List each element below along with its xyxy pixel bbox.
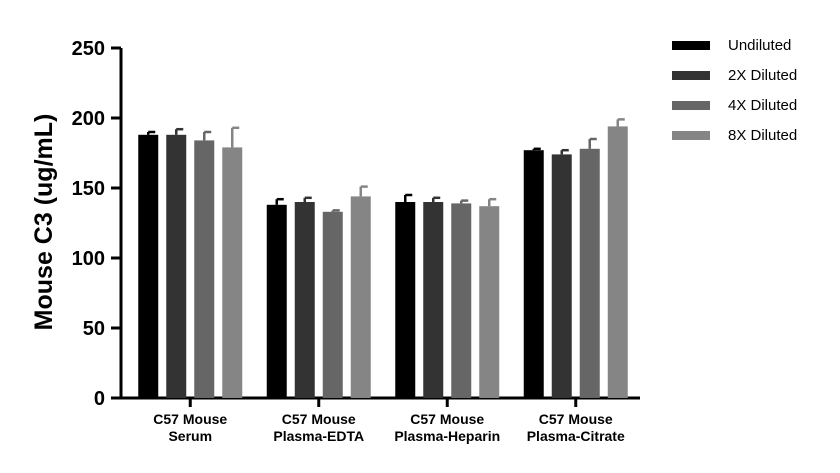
legend-label: 4X Diluted [728,97,797,114]
legend-swatch [672,131,710,140]
bar [551,154,572,398]
bar [607,126,628,399]
y-tick-label: 50 [83,318,105,340]
bar [194,140,215,398]
y-tick-label: 250 [72,38,105,60]
bar [395,202,416,398]
bar [423,202,444,398]
legend-label: 2X Diluted [728,67,797,84]
x-tick-label: C57 Mouse Plasma-Heparin [394,411,500,444]
bar [166,134,187,399]
chart-bars [138,118,628,399]
bar [523,150,544,398]
bar [294,202,315,398]
y-tick-label: 200 [72,108,105,130]
x-tick-label: C57 Mouse Plasma-EDTA [273,411,364,444]
x-tick-label: C57 Mouse Plasma-Citrate [527,411,625,444]
legend-swatch [672,41,710,50]
legend-swatch [672,101,710,110]
bar [322,211,343,398]
bar [222,147,243,398]
bar [138,134,159,399]
y-axis-title: Mouse C3 (ug/mL) [30,114,58,331]
bar [266,204,287,398]
legend-label: 8X Diluted [728,127,797,144]
chart-axes: 0 50 100 150 200 250 C57 Mouse Serum C57 Mouse Pl… [72,38,640,444]
x-tick-label: C57 Mouse Serum [153,411,227,444]
y-tick-label: 100 [72,248,105,270]
bar [350,196,371,398]
legend-swatch [672,71,710,80]
chart-legend: Undiluted 2X Diluted 4X Diluted 8X Diluted [672,37,797,144]
legend-label: Undiluted [728,37,791,54]
y-tick-label: 0 [94,388,105,410]
bar [479,206,500,398]
y-tick-label: 150 [72,178,105,200]
bar [451,203,472,398]
bar [579,148,600,398]
